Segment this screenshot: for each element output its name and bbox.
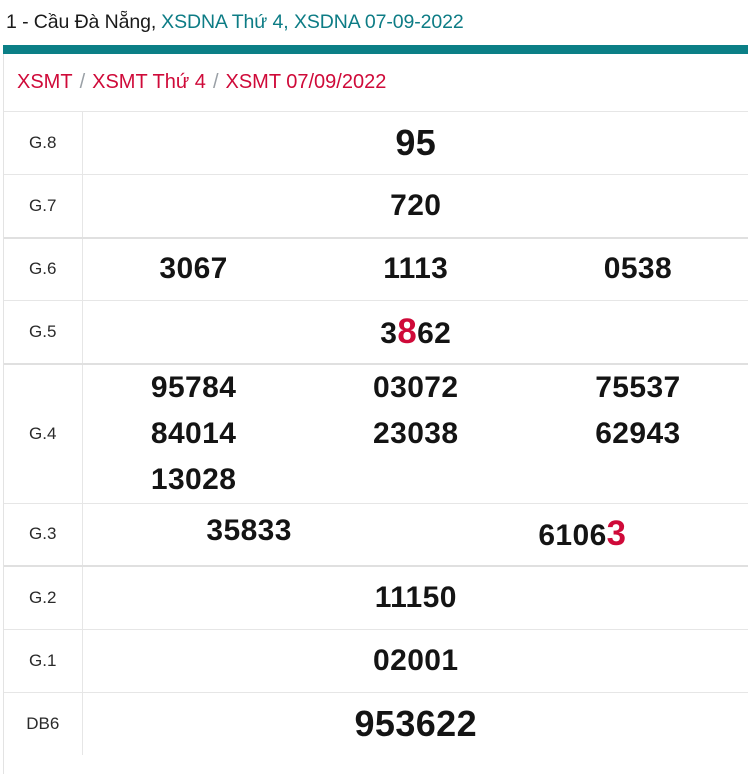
- prize-values-g4: 95784 03072 75537 84014 23038 62943 1302…: [82, 364, 748, 504]
- prize-number: 11150: [374, 580, 457, 614]
- content-frame: XSMT / XSMT Thứ 4 / XSMT 07/09/2022 G.8 …: [3, 54, 748, 774]
- prize-number: 1113: [383, 252, 449, 286]
- accent-divider: [3, 45, 748, 54]
- table-row: DB6 953622: [4, 692, 748, 755]
- breadcrumb-separator-2: /: [212, 71, 219, 93]
- page-title: 1 - Cầu Đà Nẵng, XSDNA Thứ 4, XSDNA 07-09…: [0, 0, 748, 45]
- prize-number: 75537: [595, 370, 681, 404]
- prize-number: 13028: [150, 462, 237, 496]
- prize-number: 720: [390, 188, 442, 222]
- table-row: G.3 35833 61063: [4, 503, 748, 566]
- prize-number-empty: [305, 457, 527, 503]
- title-container: 1 - Cầu Đà Nẵng, XSDNA Thứ 4, XSDNA 07-09…: [6, 11, 464, 34]
- table-row: G.2 11150: [4, 566, 748, 629]
- prize-number-highlight-digit: 3: [606, 514, 627, 554]
- prize-number: 95784: [150, 370, 237, 404]
- prize-values-g7: 720: [82, 175, 748, 238]
- prize-values-g8: 95: [82, 112, 748, 175]
- prize-label-g6: G.6: [4, 237, 83, 301]
- table-row: G.4 95784 03072 75537 84014 23038 6: [4, 363, 748, 504]
- breadcrumb-separator-1: /: [79, 71, 86, 93]
- breadcrumb-item-xsmt[interactable]: XSMT: [17, 71, 73, 93]
- title-prefix: 1 - Cầu Đà Nẵng,: [6, 11, 157, 33]
- table-row: G.8 95: [4, 111, 748, 175]
- prize-number: 35833: [206, 514, 292, 548]
- prize-number: 0538: [603, 252, 673, 286]
- prize-number-pre: 6106: [538, 519, 607, 553]
- prize-number: 3067: [159, 252, 228, 286]
- prize-number: 23038: [373, 416, 459, 450]
- table-row: G.6 3067 1113 0538: [4, 237, 748, 301]
- prize-values-g2: 11150: [82, 566, 748, 629]
- prize-label-g2: G.2: [4, 566, 83, 629]
- prize-values-db6: 953622: [82, 692, 748, 755]
- prize-number-post: 62: [417, 316, 452, 350]
- prize-number: 02001: [373, 643, 459, 677]
- prize-values-g5: 3862: [82, 301, 748, 364]
- prize-number: 62943: [595, 416, 681, 450]
- table-row: G.1 02001: [4, 629, 748, 692]
- prize-values-g6: 3067 1113 0538: [82, 238, 748, 301]
- prize-number: 95: [395, 122, 437, 163]
- breadcrumb-item-xsmt-thu-4[interactable]: XSMT Thứ 4: [92, 71, 206, 93]
- prize-label-db6: DB6: [4, 692, 83, 755]
- lottery-results-table: G.8 95 G.7 720: [4, 111, 748, 755]
- prize-number-empty: [527, 457, 748, 503]
- prize-number: 3862: [83, 312, 748, 352]
- prize-number: 61063: [416, 514, 748, 554]
- prize-label-g4: G.4: [4, 363, 83, 503]
- prize-label-g3: G.3: [4, 503, 83, 566]
- prize-label-g1: G.1: [4, 629, 83, 692]
- prize-number: 84014: [150, 416, 237, 450]
- prize-label-g5: G.5: [4, 300, 83, 364]
- breadcrumb: XSMT / XSMT Thứ 4 / XSMT 07/09/2022: [4, 54, 748, 111]
- table-row: G.7 720: [4, 174, 748, 238]
- prize-number: 953622: [354, 702, 478, 744]
- prize-label-g8: G.8: [4, 111, 83, 175]
- breadcrumb-item-xsmt-date[interactable]: XSMT 07/09/2022: [225, 71, 387, 93]
- prize-values-g3: 35833 61063: [82, 503, 748, 566]
- prize-number-highlight-digit: 8: [397, 311, 418, 351]
- prize-number: 03072: [373, 370, 459, 404]
- prize-values-g1: 02001: [82, 629, 748, 692]
- table-row: G.5 3862: [4, 300, 748, 364]
- title-link[interactable]: XSDNA Thứ 4, XSDNA 07-09-2022: [161, 11, 464, 33]
- prize-label-g7: G.7: [4, 174, 83, 238]
- prize-number-pre: 3: [380, 316, 398, 350]
